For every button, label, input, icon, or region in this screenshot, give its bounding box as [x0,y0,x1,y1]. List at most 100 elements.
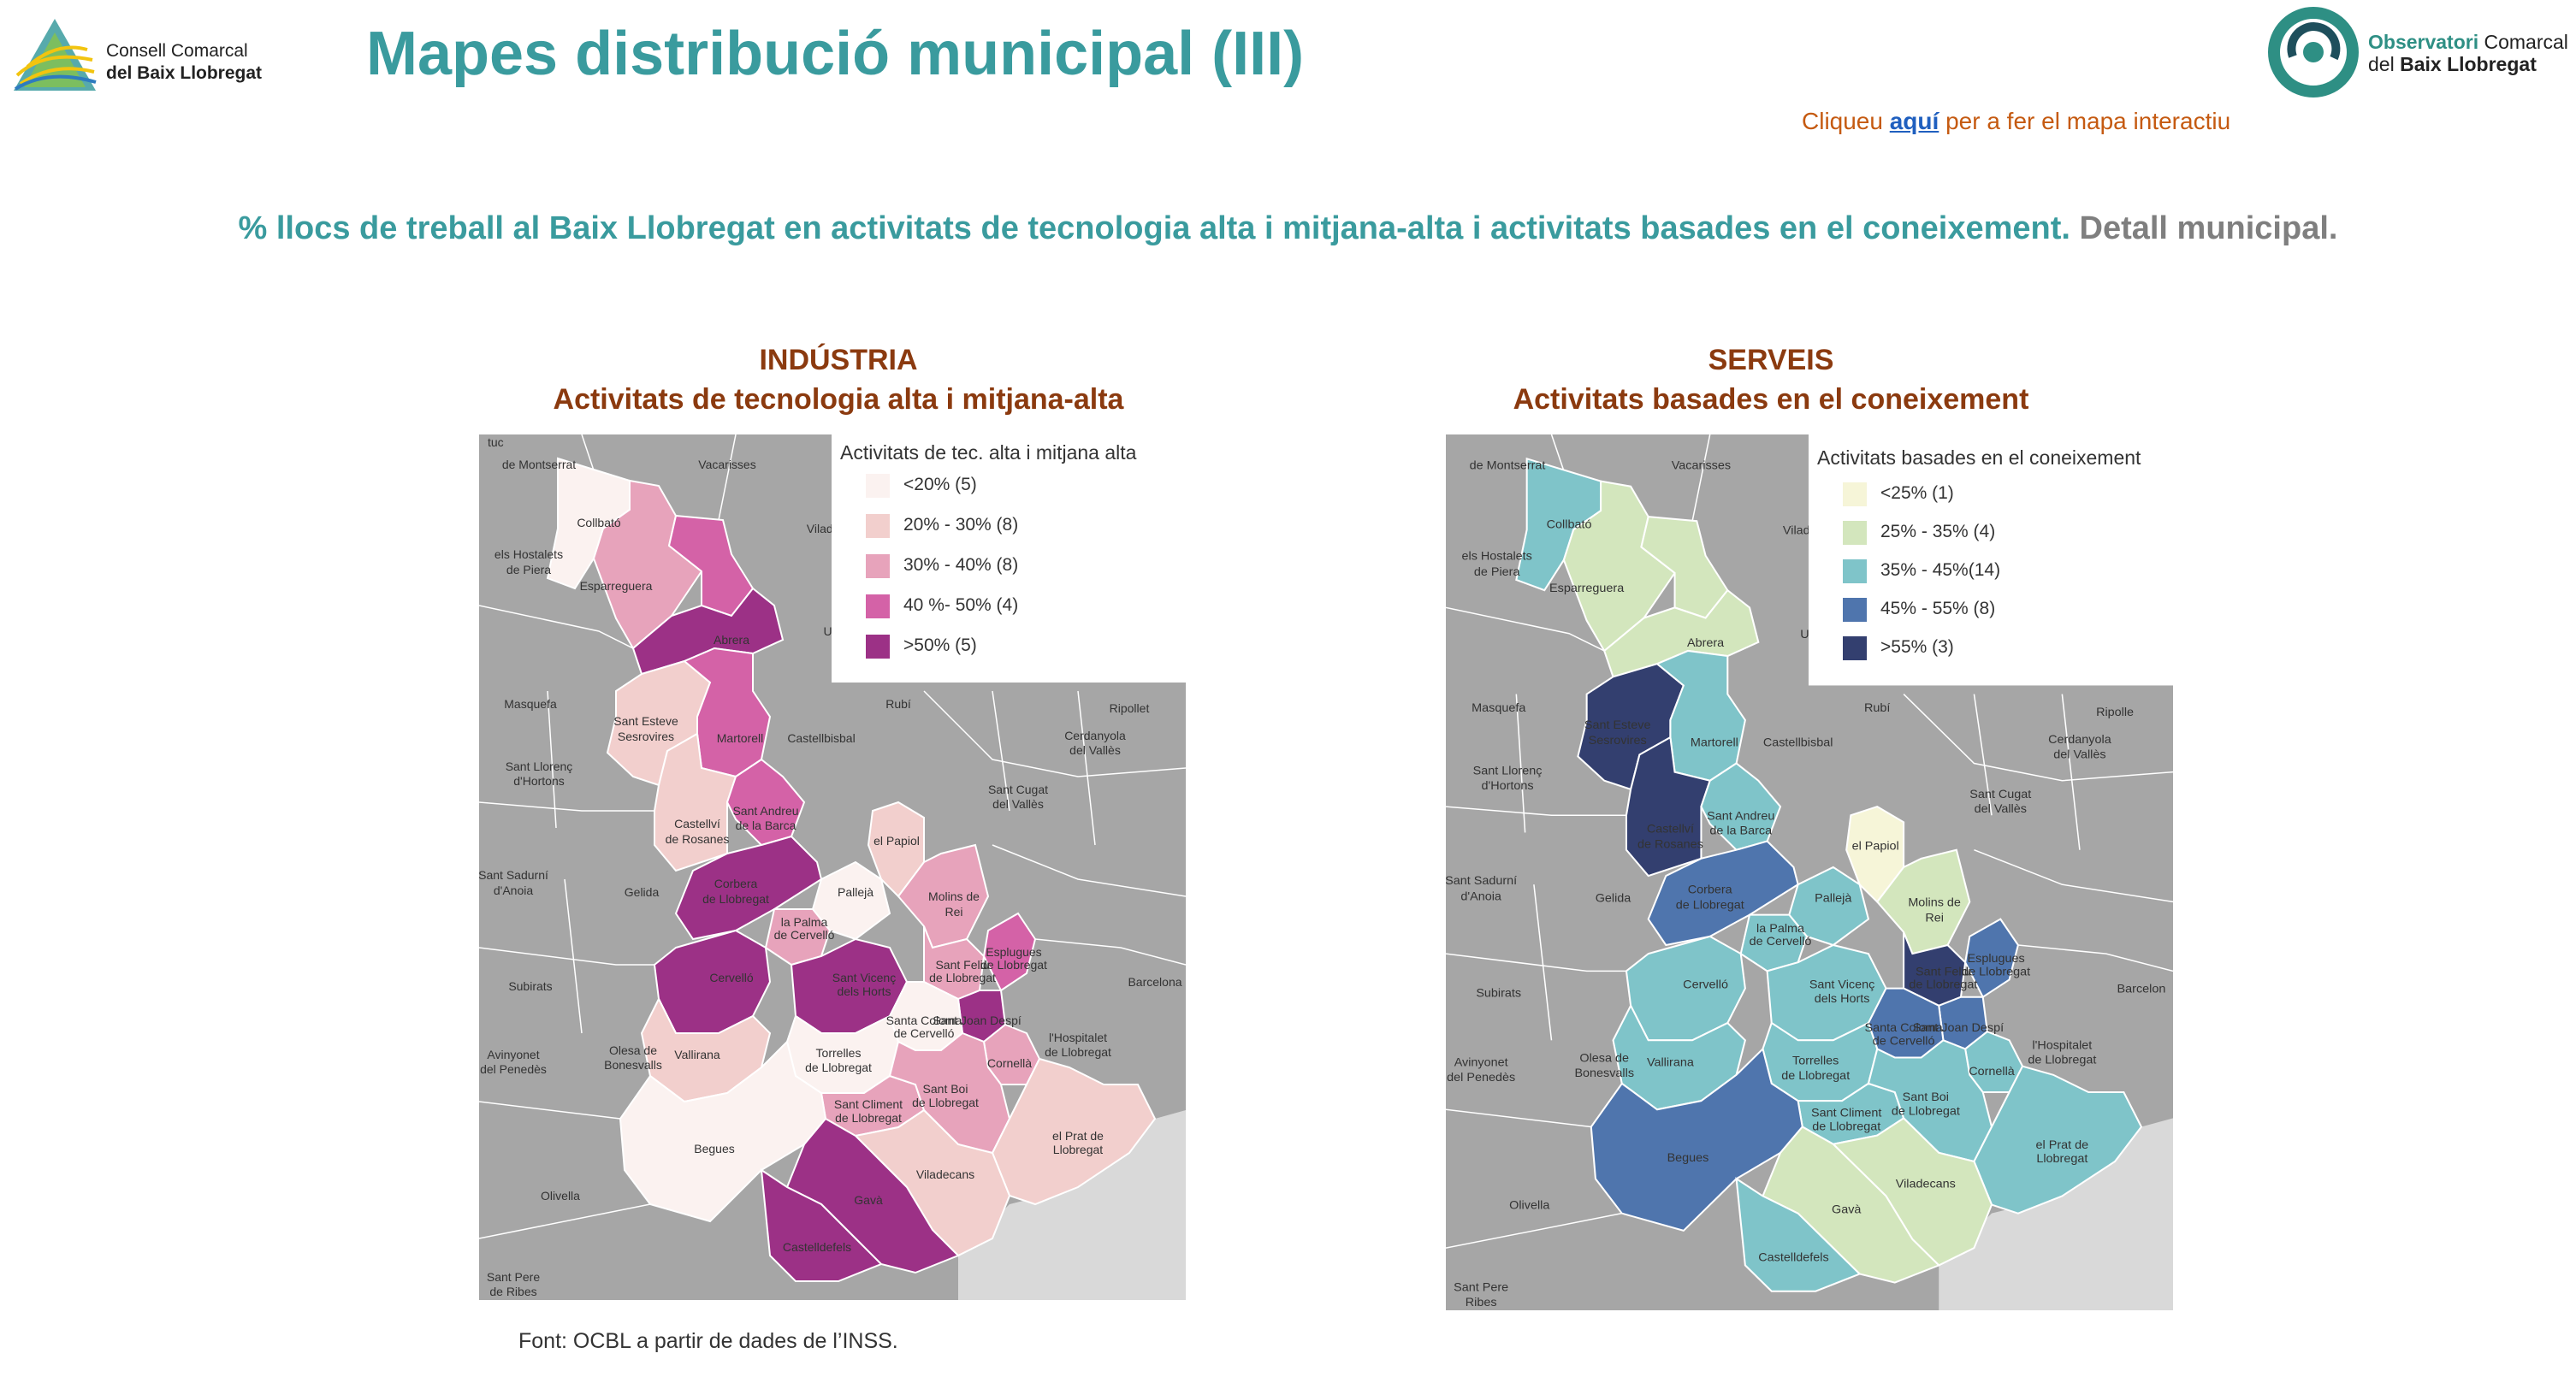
municipality-esplugues[interactable] [1964,918,2019,999]
place-label: Subirats [1476,987,1521,1001]
right-logo-line2: del Baix Llobregat [2368,53,2537,75]
place-label: Sant Sadurní [479,868,548,882]
page-title: Mapes distribució municipal (III) [366,20,1305,88]
right-legend-swatch [1843,559,1867,583]
left-legend-label: 40 %- 50% (4) [903,595,1019,615]
place-label: Subirats [508,979,552,993]
municipality-label: Castellví [1647,823,1694,836]
municipality-castelldefels[interactable] [760,1167,883,1282]
right-legend-swatch [1843,598,1867,622]
municipality-label: Collbató [1547,517,1592,531]
neighbour-boundary [1446,953,1626,972]
right-map-heading-activity: Activitats basades en el coneixement [1513,383,2029,416]
place-label: Gelida [625,885,660,899]
place-label: Masquefa [504,697,557,711]
municipality-abrera[interactable] [1603,588,1760,678]
municipality-label: Sant Climent [834,1097,903,1111]
municipality-castelldefels[interactable] [1735,1177,1862,1292]
municipality-label: de Rosanes [666,832,730,846]
municipality-esplugues[interactable] [982,912,1037,992]
neighbour-boundary [564,878,583,1034]
municipality-label: el Prat de [2036,1138,2089,1152]
municipality-label: dels Horts [837,984,891,998]
place-label: Sant Llorenç [506,759,573,773]
municipality-label: Sant Esteve [613,714,678,728]
observatori-logo-icon [2268,7,2359,98]
right-legend-label: >55% (3) [1880,637,1954,657]
place-label: els Hostalets [1462,550,1532,564]
municipality-label: Gavà [854,1193,883,1207]
municipality-label: Santa Coloma [886,1014,962,1027]
municipality-label: Sesrovires [1589,734,1647,748]
neighbour-boundary [479,1203,651,1239]
place-label: Castellbisbal [787,731,855,745]
place-label: de Piera [1474,565,1520,579]
neighbour-boundary [923,690,1186,777]
municipality-label: de la Barca [736,819,796,832]
interactive-map-note: Cliqueu aquí per a fer el mapa interacti… [1802,108,2231,134]
municipality-label: Viladecans [1896,1177,1956,1191]
place-label: Sant Pere [487,1270,540,1284]
mountain-logo-icon [14,19,97,91]
place-label: Barcelona [1128,975,1181,989]
municipality-label: Castellví [674,817,720,830]
neighbour-boundary [1034,938,1186,966]
municipality-label: el Papiol [1852,840,1899,854]
neighbour-boundary [479,1101,621,1120]
municipality-label: Sant Boi [923,1082,968,1096]
municipality-label: Esplugues [986,945,1041,959]
municipality-label: de Llobregat [805,1061,872,1074]
place-label: l'Hospitalet [1049,1031,1107,1044]
neighbour-boundary [479,947,654,966]
municipality-label: Abrera [714,633,749,647]
place-label: de Llobregat [2028,1054,2096,1067]
right-legend-label: 25% - 35% (4) [1880,522,1996,541]
municipality-label: Pallejà [1815,892,1851,906]
place-label: Masquefa [1472,701,1525,715]
left-legend-swatch [866,474,890,498]
municipality-label: Gavà [1832,1203,1861,1217]
neighbour-boundary [547,690,557,829]
left-legend-label: 30% - 40% (8) [903,555,1019,575]
neighbour-boundary [2017,944,2173,972]
municipality-label: de Llobregat [1676,899,1744,913]
municipality-label: Cornellà [1969,1065,2015,1079]
right-map-heading: SERVEIS Activitats basades en el coneixe… [1412,340,2130,419]
left-legend-label: <20% (5) [903,475,977,494]
neighbour-boundary [1515,694,1526,833]
municipality-label: Pallejà [838,885,873,899]
place-label: Ribes [1466,1296,1497,1309]
place-label: Bonesvalls [1574,1067,1634,1080]
right-map-legend: Activitats basades en el coneixement <25… [1809,434,2173,674]
right-legend-swatch [1843,482,1867,506]
municipality-label: de Cervelló [774,928,835,942]
municipality-label: el Papiol [873,834,920,848]
sea-area [1939,1118,2173,1310]
municipality-label: de Cervelló [894,1026,955,1040]
right-map: Collbató Esparreguera Abrera Sant Esteve Ses… [1446,434,2173,1310]
place-label: Sant Pere [1454,1281,1508,1295]
municipality-label: Martorell [717,731,763,745]
left-logo-line2: del Baix Llobregat [106,63,263,83]
municipality-label: Sant Vicenç [832,971,896,984]
place-label: Olivella [541,1189,580,1203]
municipality-label: de Llobregat [980,958,1047,972]
municipality-label: de Llobregat [912,1096,979,1109]
municipality-label: de Llobregat [1781,1069,1850,1083]
municipality-label: Abrera [1687,636,1724,650]
consell-comarcal-logo: Consell Comarcal del Baix Llobregat [10,15,293,101]
municipality-label: Corbera [714,877,758,890]
place-label: Cerdanyola [2048,733,2111,747]
place-label: Castellbisbal [1763,736,1833,749]
municipality-label: de Llobregat [1909,978,1977,992]
municipality-label: Corbera [1688,883,1732,896]
municipality-label: Sant Joan Despí [933,1014,1022,1027]
municipality-label: Rei [1925,912,1944,925]
place-label: Olivella [1509,1199,1549,1213]
place-label: Barcelon [2117,983,2166,996]
place-label: d'Hortons [1481,779,1533,793]
municipality-label: Collbató [577,516,621,529]
municipality-abrera[interactable] [631,587,785,676]
interactive-map-link[interactable]: aquí [1889,108,1939,134]
municipality-label: de la Barca [1709,824,1772,838]
